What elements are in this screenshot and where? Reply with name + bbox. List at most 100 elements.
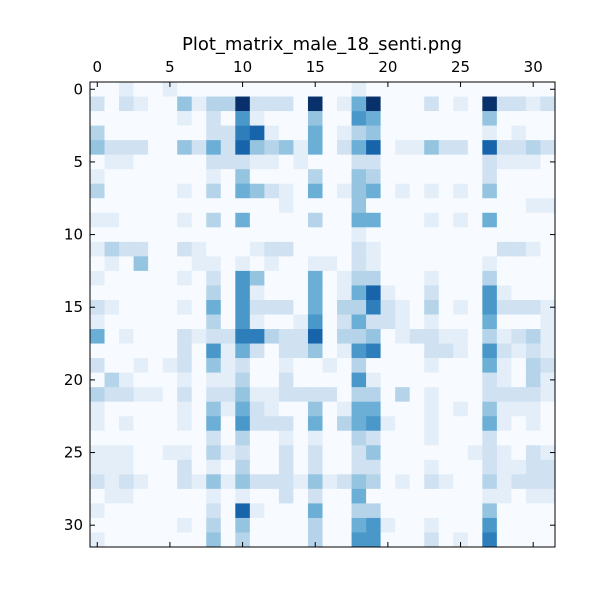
heatmap-cell — [264, 343, 280, 359]
heatmap-cell — [177, 430, 193, 446]
heatmap-cell — [351, 111, 367, 126]
heatmap-cell — [337, 387, 352, 402]
heatmap-cell — [206, 314, 222, 330]
heatmap-cell — [453, 183, 469, 199]
heatmap-cell — [540, 503, 556, 519]
heatmap-cell — [133, 314, 149, 330]
heatmap-cell — [496, 82, 512, 97]
heatmap-cell — [191, 401, 207, 417]
heatmap-cell — [278, 82, 294, 97]
heatmap-cell — [424, 329, 440, 344]
heatmap-cell — [307, 314, 323, 330]
heatmap-cell — [206, 343, 222, 359]
heatmap-cell — [337, 241, 352, 257]
heatmap-cell — [351, 459, 367, 475]
heatmap-cell — [424, 96, 440, 112]
heatmap-cell — [177, 299, 193, 315]
heatmap-cell — [322, 169, 338, 185]
heatmap-cell — [525, 517, 541, 533]
heatmap-cell — [264, 474, 280, 490]
heatmap-cell — [206, 154, 222, 170]
heatmap-cell — [395, 474, 410, 490]
heatmap-cell — [337, 96, 352, 112]
heatmap-cell — [177, 459, 193, 475]
heatmap-cell — [235, 532, 251, 548]
heatmap-cell — [293, 488, 309, 504]
heatmap-cell — [278, 343, 294, 359]
heatmap-cell — [206, 517, 222, 533]
heatmap-cell — [511, 532, 527, 548]
heatmap-cell — [278, 140, 294, 155]
heatmap-cell — [540, 532, 556, 548]
heatmap-cell — [249, 125, 265, 141]
heatmap-cell — [366, 517, 381, 533]
heatmap-cell — [177, 532, 193, 548]
heatmap-cell — [148, 270, 163, 286]
heatmap-cell — [511, 299, 527, 315]
heatmap-cell — [482, 503, 498, 519]
heatmap-cell — [206, 125, 222, 141]
heatmap-cell — [409, 125, 425, 141]
heatmap-cell — [424, 488, 440, 504]
heatmap-cell — [453, 96, 469, 112]
heatmap-cell — [540, 111, 556, 126]
heatmap-cell — [177, 503, 193, 519]
heatmap-cell — [278, 329, 294, 344]
heatmap-cell — [162, 212, 178, 228]
heatmap-cell — [467, 314, 483, 330]
heatmap-cell — [307, 125, 323, 141]
heatmap-cell — [482, 227, 498, 243]
heatmap-cell — [453, 82, 469, 97]
heatmap-cell — [351, 183, 367, 199]
heatmap-cell — [177, 358, 193, 373]
heatmap-cell — [424, 227, 440, 243]
heatmap-cell — [177, 241, 193, 257]
heatmap-cell — [511, 285, 527, 301]
heatmap-cell — [264, 256, 280, 272]
heatmap-cells — [90, 82, 556, 548]
heatmap-cell — [467, 517, 483, 533]
heatmap-cell — [525, 372, 541, 388]
heatmap-cell — [496, 285, 512, 301]
heatmap-cell — [249, 212, 265, 228]
heatmap-cell — [409, 270, 425, 286]
heatmap-cell — [337, 82, 352, 97]
heatmap-cell — [206, 488, 222, 504]
heatmap-cell — [278, 299, 294, 315]
heatmap-cell — [133, 169, 149, 185]
heatmap-cell — [90, 503, 105, 519]
heatmap-cell — [351, 198, 367, 214]
heatmap-cell — [337, 372, 352, 388]
heatmap-cell — [90, 285, 105, 301]
heatmap-cell — [482, 82, 498, 97]
heatmap-cell — [235, 154, 251, 170]
heatmap-cell — [496, 125, 512, 141]
heatmap-cell — [307, 488, 323, 504]
heatmap-cell — [540, 517, 556, 533]
heatmap-cell — [511, 241, 527, 257]
heatmap-cell — [177, 517, 193, 533]
heatmap-cell — [540, 343, 556, 359]
heatmap-cell — [438, 285, 454, 301]
heatmap-cell — [264, 488, 280, 504]
heatmap-cell — [104, 125, 120, 141]
heatmap-cell — [482, 474, 498, 490]
heatmap-cell — [366, 372, 381, 388]
heatmap-cell — [409, 401, 425, 417]
heatmap-cell — [104, 241, 120, 257]
heatmap-cell — [511, 416, 527, 432]
heatmap-cell — [380, 314, 396, 330]
heatmap-cell — [90, 183, 105, 199]
heatmap-cell — [351, 329, 367, 344]
heatmap-cell — [337, 401, 352, 417]
heatmap-cell — [293, 183, 309, 199]
heatmap-cell — [249, 285, 265, 301]
heatmap-cell — [177, 212, 193, 228]
heatmap-cell — [148, 459, 163, 475]
heatmap-cell — [191, 343, 207, 359]
heatmap-cell — [453, 125, 469, 141]
heatmap-cell — [220, 154, 236, 170]
heatmap-cell — [90, 227, 105, 243]
heatmap-cell — [395, 212, 410, 228]
heatmap-cell — [424, 285, 440, 301]
